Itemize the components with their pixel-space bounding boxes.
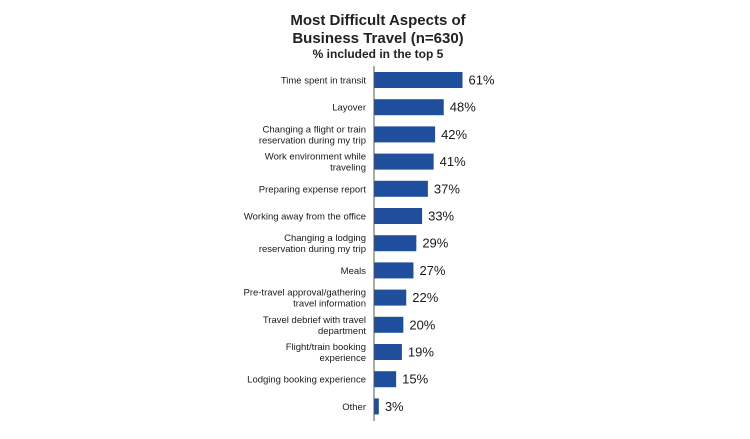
category-label: experience	[320, 353, 366, 364]
chart-title-line-2: Business Travel (n=630)	[292, 30, 463, 47]
category-label: traveling	[330, 163, 366, 174]
category-label: Layover	[332, 103, 366, 114]
bar-value-label: 48%	[450, 100, 476, 115]
bar	[374, 316, 404, 333]
category-label: Other	[342, 402, 366, 413]
category-label: Time spent in transit	[281, 76, 367, 87]
category-label: reservation during my trip	[259, 244, 366, 255]
category-label: Changing a flight or train	[262, 124, 366, 135]
category-label: Work environment while	[265, 152, 366, 163]
bar	[374, 99, 444, 116]
category-label: Working away from the office	[244, 212, 366, 223]
bar-value-label: 42%	[441, 127, 467, 142]
bar-value-label: 29%	[422, 236, 448, 251]
bar	[374, 126, 436, 143]
bar-value-label: 41%	[440, 154, 466, 169]
bar	[374, 398, 379, 415]
bar-value-label: 20%	[409, 317, 435, 332]
bar-value-label: 61%	[469, 73, 495, 88]
bar	[374, 262, 414, 279]
bar-value-label: 15%	[402, 372, 428, 387]
category-label: reservation during my trip	[259, 135, 366, 146]
bar	[374, 371, 397, 388]
category-label: Travel debrief with travel	[263, 315, 366, 326]
bar	[374, 235, 417, 252]
category-label: Lodging booking experience	[247, 375, 366, 386]
bar	[374, 289, 407, 306]
bar	[374, 72, 463, 88]
category-label: Changing a lodging	[284, 233, 366, 244]
bar-value-label: 27%	[419, 263, 445, 278]
category-label: Pre-travel approval/gathering	[243, 288, 366, 299]
bar	[374, 153, 434, 170]
bar-value-label: 3%	[385, 399, 404, 414]
bar	[374, 208, 423, 224]
bar	[374, 344, 402, 360]
category-label: Preparing expense report	[259, 184, 367, 195]
bar-value-label: 19%	[408, 345, 434, 360]
category-label: travel information	[293, 299, 366, 310]
bar-value-label: 22%	[412, 290, 438, 305]
bar-value-label: 33%	[428, 209, 454, 224]
category-label: Flight/train booking	[286, 342, 366, 353]
category-label: Meals	[341, 266, 367, 277]
category-label: department	[318, 326, 366, 337]
chart-subtitle: % included in the top 5	[313, 47, 444, 61]
bar-value-label: 37%	[434, 181, 460, 196]
bar	[374, 180, 428, 197]
chart-title-line-1: Most Difficult Aspects of	[290, 12, 466, 29]
